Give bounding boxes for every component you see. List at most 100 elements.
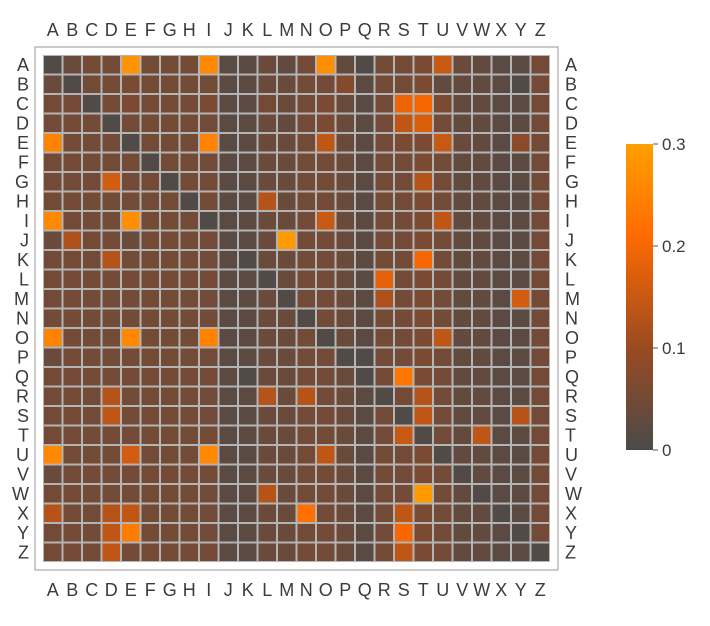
- heatmap-cell: [180, 504, 198, 522]
- heatmap-cell: [122, 173, 140, 191]
- heatmap-cell: [414, 524, 432, 542]
- y-tick-label-right: R: [565, 386, 578, 406]
- heatmap-cell: [278, 95, 296, 113]
- heatmap-cell: [239, 309, 257, 327]
- heatmap-cell: [531, 192, 549, 210]
- heatmap-cell: [44, 56, 62, 74]
- heatmap-cell: [434, 251, 452, 269]
- x-tick-label-bottom: E: [125, 580, 137, 600]
- heatmap-cell: [122, 426, 140, 444]
- heatmap-cell: [239, 134, 257, 152]
- heatmap-cell: [200, 426, 218, 444]
- x-tick-label-top: S: [398, 20, 410, 40]
- heatmap-cell: [200, 270, 218, 288]
- heatmap-cell: [434, 270, 452, 288]
- x-tick-label-bottom: T: [418, 580, 429, 600]
- heatmap-cell: [180, 446, 198, 464]
- x-tick-label-top: A: [47, 20, 59, 40]
- y-tick-label-left: T: [18, 425, 29, 445]
- y-tick-label-right: L: [565, 269, 575, 289]
- heatmap-cell: [258, 153, 276, 171]
- heatmap-cell: [161, 231, 179, 249]
- heatmap-cell: [453, 426, 471, 444]
- heatmap-cell: [473, 387, 491, 405]
- heatmap-cell: [161, 387, 179, 405]
- heatmap-cell: [531, 114, 549, 132]
- heatmap-cell: [375, 387, 393, 405]
- heatmap-cell: [375, 543, 393, 561]
- heatmap-cell: [453, 231, 471, 249]
- y-tick-label-left: W: [12, 484, 29, 504]
- heatmap-cell: [141, 56, 159, 74]
- heatmap-cell: [395, 75, 413, 93]
- heatmap-cell: [531, 387, 549, 405]
- heatmap-cell: [531, 270, 549, 288]
- heatmap-cell: [414, 56, 432, 74]
- heatmap-cell: [512, 543, 530, 561]
- heatmap-cell: [492, 368, 510, 386]
- heatmap-cell: [141, 251, 159, 269]
- heatmap-cell: [336, 212, 354, 230]
- heatmap-cell: [512, 446, 530, 464]
- heatmap-cell: [531, 231, 549, 249]
- heatmap-cell: [141, 407, 159, 425]
- heatmap-cell: [356, 95, 374, 113]
- y-tick-label-left: X: [17, 503, 29, 523]
- heatmap-cell: [102, 231, 120, 249]
- heatmap-cell: [473, 426, 491, 444]
- heatmap-cell: [512, 231, 530, 249]
- y-tick-label-right: H: [565, 191, 578, 211]
- heatmap-cell: [44, 75, 62, 93]
- heatmap-cell: [453, 465, 471, 483]
- heatmap-cell: [336, 329, 354, 347]
- y-tick-label-left: D: [16, 113, 29, 133]
- heatmap-cell: [317, 114, 335, 132]
- heatmap-cell: [414, 329, 432, 347]
- heatmap-cell: [473, 368, 491, 386]
- heatmap-cell: [200, 231, 218, 249]
- heatmap-cell: [83, 153, 101, 171]
- heatmap-cell: [278, 329, 296, 347]
- heatmap-cell: [492, 212, 510, 230]
- heatmap-cell: [531, 485, 549, 503]
- heatmap-cell: [336, 153, 354, 171]
- heatmap-cell: [336, 134, 354, 152]
- heatmap-cell: [141, 134, 159, 152]
- heatmap-cell: [239, 75, 257, 93]
- x-tick-label-bottom: L: [262, 580, 272, 600]
- heatmap-cell: [492, 75, 510, 93]
- heatmap-cell: [102, 387, 120, 405]
- x-tick-label-bottom: F: [145, 580, 156, 600]
- heatmap-cell: [414, 134, 432, 152]
- heatmap-cell: [200, 134, 218, 152]
- x-tick-label-top: U: [436, 20, 449, 40]
- y-tick-label-right: E: [565, 133, 577, 153]
- heatmap-cell: [492, 251, 510, 269]
- y-tick-label-right: V: [565, 464, 577, 484]
- heatmap-cell: [317, 251, 335, 269]
- heatmap-cell: [44, 348, 62, 366]
- heatmap-cell: [258, 348, 276, 366]
- heatmap-cell: [297, 114, 315, 132]
- heatmap-cell: [297, 485, 315, 503]
- heatmap-cell: [141, 329, 159, 347]
- heatmap-cell: [375, 309, 393, 327]
- heatmap-cell: [161, 524, 179, 542]
- heatmap-cell: [395, 504, 413, 522]
- heatmap-cell: [141, 75, 159, 93]
- heatmap-cell: [336, 56, 354, 74]
- heatmap-cell: [239, 95, 257, 113]
- heatmap-cell: [317, 212, 335, 230]
- heatmap-cell: [375, 212, 393, 230]
- x-tick-label-bottom: O: [319, 580, 333, 600]
- heatmap-cell: [473, 212, 491, 230]
- heatmap-cell: [102, 270, 120, 288]
- heatmap-cell: [83, 368, 101, 386]
- heatmap-cell: [258, 524, 276, 542]
- heatmap-cell: [492, 153, 510, 171]
- heatmap-cell: [531, 543, 549, 561]
- heatmap-cell: [122, 543, 140, 561]
- heatmap-cell: [356, 290, 374, 308]
- heatmap-cell: [63, 212, 81, 230]
- heatmap-cell: [317, 446, 335, 464]
